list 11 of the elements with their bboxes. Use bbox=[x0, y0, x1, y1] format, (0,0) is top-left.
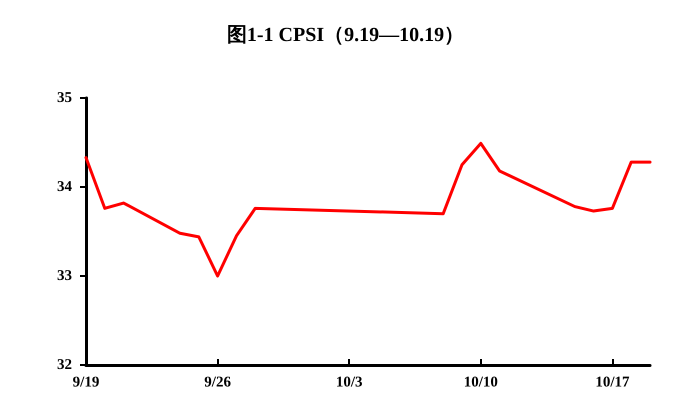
y-tick-label: 33 bbox=[57, 268, 72, 284]
x-tick-label: 10/3 bbox=[336, 374, 363, 390]
x-tick-label: 10/10 bbox=[464, 374, 498, 390]
y-tick-label: 32 bbox=[57, 357, 72, 373]
line-series bbox=[84, 142, 652, 278]
y-tick-label: 35 bbox=[57, 90, 72, 106]
chart-title: 图1-1 CPSI（9.19—10.19） bbox=[226, 24, 464, 46]
x-tick-label: 10/17 bbox=[595, 374, 630, 390]
x-tick-label: 9/26 bbox=[204, 374, 232, 390]
y-tick-label: 34 bbox=[57, 179, 72, 195]
x-tick-label: 9/19 bbox=[72, 374, 100, 390]
